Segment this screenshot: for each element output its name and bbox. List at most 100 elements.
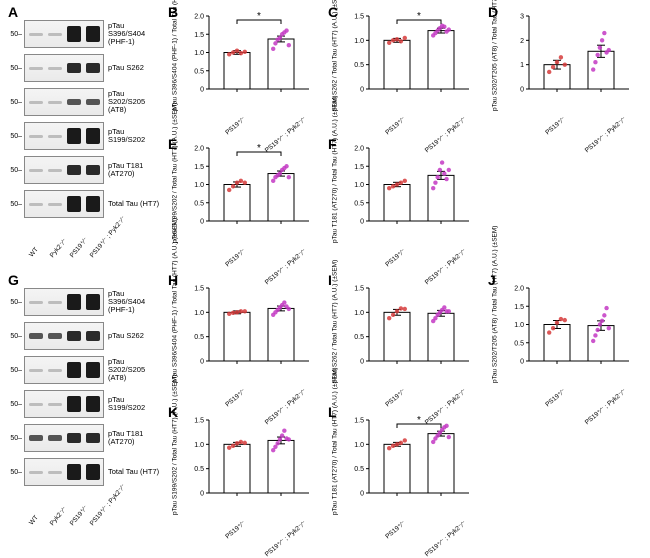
chart-ylabel: pTau S199/S202 / Total Tau (HT7) (A.U.) … <box>172 415 179 515</box>
chart-xlabels: PS19⁺∕⁻PS19⁺∕⁻ ; Pyk2⁻∕⁻ <box>211 513 305 521</box>
svg-text:3: 3 <box>520 14 524 21</box>
blot-label: pTau S202/S205 (AT8) <box>104 358 160 383</box>
svg-text:1.5: 1.5 <box>354 164 364 171</box>
chart-xlabel: PS19⁺∕⁻ ; Pyk2⁻∕⁻ <box>423 519 468 558</box>
svg-text:2.0: 2.0 <box>354 146 364 153</box>
lane-label: Pyk2⁻∕⁻ <box>48 239 67 259</box>
chart-xlabel: PS19⁺∕⁻ <box>543 387 566 408</box>
blot-row: 50–pTau S199/S202 <box>10 120 160 152</box>
chart-xlabels: PS19⁺∕⁻PS19⁺∕⁻ ; Pyk2⁻∕⁻ <box>211 381 305 389</box>
svg-text:1.5: 1.5 <box>354 418 364 425</box>
chart-E: 00.51.01.52.0*pTau S199/S202 / Total Tau… <box>175 140 315 245</box>
blot-image <box>24 20 104 48</box>
blot-label: pTau S262 <box>104 332 160 340</box>
blot-image <box>24 356 104 384</box>
chart-xlabels: PS19⁺∕⁻PS19⁺∕⁻ ; Pyk2⁻∕⁻ <box>371 513 465 521</box>
svg-text:1.0: 1.0 <box>354 182 364 189</box>
chart-xlabels: PS19⁺∕⁻PS19⁺∕⁻ ; Pyk2⁻∕⁻ <box>371 381 465 389</box>
lane-label: WT <box>28 507 47 527</box>
chart-B: 00.51.01.52.0*pTau S396/S404 (PHF-1) / T… <box>175 8 315 113</box>
svg-text:0: 0 <box>360 219 364 226</box>
svg-text:2: 2 <box>520 38 524 45</box>
blot-row: 50–pTau S262 <box>10 320 160 352</box>
blot-label: pTau S396/S404 (PHF-1) <box>104 22 160 47</box>
svg-text:0.5: 0.5 <box>194 68 204 75</box>
blot-image <box>24 288 104 316</box>
lane-label: PS19⁺∕⁻ ; Pyk2⁻∕⁻ <box>88 239 107 259</box>
svg-text:0.5: 0.5 <box>514 340 524 347</box>
mw-label: 50– <box>10 401 24 408</box>
svg-text:0: 0 <box>360 491 364 498</box>
chart-xlabel: PS19⁺∕⁻ ; Pyk2⁻∕⁻ <box>583 115 628 154</box>
chart-H: 00.51.01.5pTau S396/S404 (PHF-1) / Total… <box>175 280 315 385</box>
blot-image <box>24 54 104 82</box>
chart-xlabel: PS19⁺∕⁻ <box>383 519 406 540</box>
mw-label: 50– <box>10 133 24 140</box>
chart-xlabels: PS19⁺∕⁻PS19⁺∕⁻ ; Pyk2⁻∕⁻ <box>531 109 625 117</box>
svg-text:1.0: 1.0 <box>354 38 364 45</box>
svg-text:0.5: 0.5 <box>354 62 364 69</box>
svg-text:1.5: 1.5 <box>194 164 204 171</box>
chart-ylabel: pTau T181 (AT270) / Total Tau (HT7) (A.U… <box>332 415 339 515</box>
lane-labels: WTPyk2⁻∕⁻PS19⁺∕⁻PS19⁺∕⁻ ; Pyk2⁻∕⁻ <box>24 506 104 514</box>
svg-text:1.0: 1.0 <box>194 310 204 317</box>
svg-text:0: 0 <box>200 491 204 498</box>
svg-text:2.0: 2.0 <box>194 146 204 153</box>
blot-label: pTau S202/S205 (AT8) <box>104 90 160 115</box>
blot-label: pTau T181 (AT270) <box>104 162 160 179</box>
svg-text:0: 0 <box>520 87 524 94</box>
chart-xlabel: PS19⁺∕⁻ <box>383 387 406 408</box>
blot-row: 50– pTau S396/S404 (PHF-1) <box>10 18 160 50</box>
mw-label: 50– <box>10 31 24 38</box>
blot-label: pTau S396/S404 (PHF-1) <box>104 290 160 315</box>
svg-text:1.5: 1.5 <box>354 286 364 293</box>
svg-text:1.5: 1.5 <box>194 418 204 425</box>
chart-xlabel: PS19⁺∕⁻ <box>223 387 246 408</box>
chart-xlabel: PS19⁺∕⁻ <box>383 115 406 136</box>
blot-image <box>24 190 104 218</box>
blot-row: 50–pTau S202/S205 (AT8) <box>10 354 160 386</box>
svg-text:0: 0 <box>360 359 364 366</box>
chart-xlabels: PS19⁺∕⁻PS19⁺∕⁻ ; Pyk2⁻∕⁻ <box>211 109 305 117</box>
lane-label: PS19⁺∕⁻ <box>68 239 87 259</box>
chart-J: 00.51.01.52.0pTau S202/T205 (AT8) / Tota… <box>495 280 635 385</box>
chart-xlabel: PS19⁺∕⁻ <box>543 115 566 136</box>
svg-text:0.5: 0.5 <box>194 200 204 207</box>
chart-xlabels: PS19⁺∕⁻PS19⁺∕⁻ ; Pyk2⁻∕⁻ <box>531 381 625 389</box>
svg-text:0: 0 <box>520 359 524 366</box>
western-blot-G: 50–pTau S396/S404 (PHF-1)50–pTau S26250–… <box>10 286 160 512</box>
blot-image <box>24 88 104 116</box>
chart-C: 00.51.01.5*pTau S262 / Total Tau (HT7) (… <box>335 8 475 113</box>
western-blot-A: 50–pTau S396/S404 (PHF-1)50–pTau S26250–… <box>10 18 160 244</box>
svg-text:0: 0 <box>200 87 204 94</box>
lane-label: Pyk2⁻∕⁻ <box>48 507 67 527</box>
chart-xlabel: PS19⁺∕⁻ <box>223 115 246 136</box>
blot-image <box>24 390 104 418</box>
svg-text:0: 0 <box>200 359 204 366</box>
mw-label: 50– <box>10 99 24 106</box>
blot-image <box>24 424 104 452</box>
chart-xlabels: PS19⁺∕⁻PS19⁺∕⁻ ; Pyk2⁻∕⁻ <box>371 241 465 249</box>
blot-image <box>24 458 104 486</box>
svg-text:0: 0 <box>360 87 364 94</box>
chart-ylabel: pTau S396/S404 (PHF-1) / Total Tau (HT7)… <box>172 283 179 383</box>
svg-text:1.5: 1.5 <box>354 14 364 21</box>
svg-text:1.0: 1.0 <box>194 182 204 189</box>
chart-D: 0123pTau S202/T205 (AT8) / Total Tau (HT… <box>495 8 635 113</box>
blot-row: 50–Total Tau (HT7) <box>10 188 160 220</box>
svg-text:1.0: 1.0 <box>354 442 364 449</box>
chart-xlabel: PS19⁺∕⁻ ; Pyk2⁻∕⁻ <box>263 519 308 558</box>
chart-ylabel: pTau S202/T205 (AT8) / Total Tau (HT7) (… <box>492 283 499 383</box>
svg-text:*: * <box>257 11 261 22</box>
mw-label: 50– <box>10 469 24 476</box>
svg-text:0: 0 <box>200 219 204 226</box>
blot-row: 50–Total Tau (HT7) <box>10 456 160 488</box>
chart-xlabel: PS19⁺∕⁻ <box>223 247 246 268</box>
blot-label: pTau S199/S202 <box>104 396 160 413</box>
chart-K: 00.51.01.5pTau S199/S202 / Total Tau (HT… <box>175 412 315 517</box>
svg-text:1.5: 1.5 <box>194 286 204 293</box>
svg-text:1.5: 1.5 <box>194 32 204 39</box>
svg-text:2.0: 2.0 <box>194 14 204 21</box>
mw-label: 50– <box>10 65 24 72</box>
lane-label: PS19⁺∕⁻ ; Pyk2⁻∕⁻ <box>88 507 107 527</box>
